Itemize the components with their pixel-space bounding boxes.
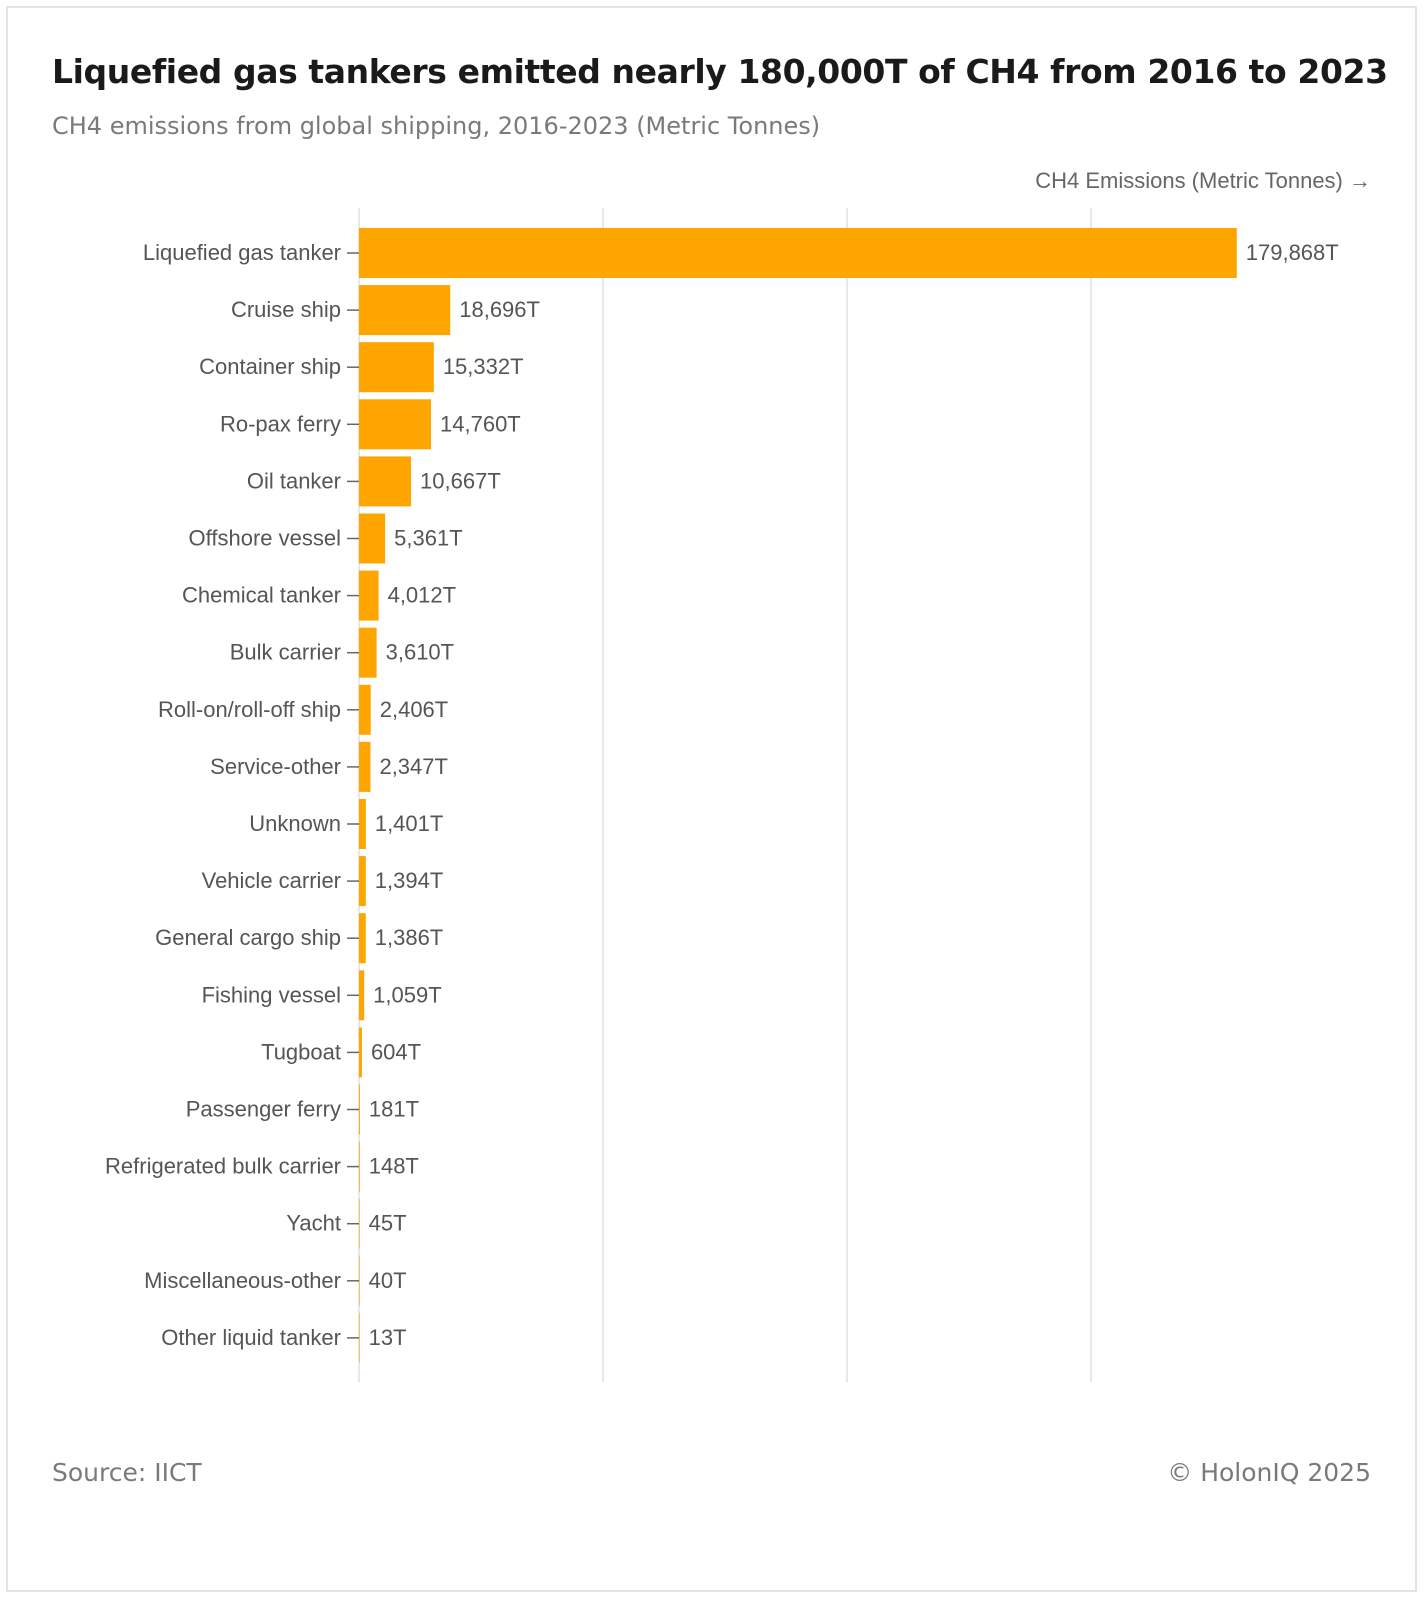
bar (359, 913, 366, 964)
y-tick-label: Ro-pax ferry (220, 411, 341, 436)
bar (359, 513, 386, 564)
y-tick-label: Fishing vessel (202, 982, 341, 1007)
bar (359, 741, 371, 792)
y-tick-label: Service-other (210, 754, 341, 779)
y-tick-label: Offshore vessel (189, 526, 341, 551)
chart-subtitle: CH4 emissions from global shipping, 2016… (52, 112, 821, 140)
data-label: 181T (369, 1097, 419, 1122)
source-note: Source: IICT (52, 1458, 202, 1487)
bar (359, 1084, 360, 1135)
data-label: 14,760T (440, 411, 521, 436)
bar (359, 1312, 360, 1363)
y-tick-label: Unknown (249, 811, 341, 836)
data-label: 1,386T (375, 925, 444, 950)
bar (359, 1141, 360, 1192)
data-label: 148T (369, 1154, 419, 1179)
bar (359, 399, 432, 450)
data-label: 18,696T (459, 297, 540, 322)
y-tick-label: Tugboat (261, 1039, 341, 1064)
y-tick-label: Passenger ferry (186, 1097, 341, 1122)
y-tick-label: General cargo ship (155, 925, 341, 950)
bar (359, 856, 366, 907)
chart-title: Liquefied gas tankers emitted nearly 180… (52, 52, 1388, 91)
y-tick-label: Cruise ship (231, 297, 341, 322)
bar (359, 970, 365, 1021)
y-tick-label: Yacht (286, 1211, 341, 1236)
data-label: 1,059T (373, 982, 442, 1007)
bar (359, 570, 379, 621)
y-tick-label: Vehicle carrier (202, 868, 341, 893)
y-tick-label: Oil tanker (247, 468, 341, 493)
y-tick-label: Roll-on/roll-off ship (158, 697, 341, 722)
bar (359, 1027, 362, 1078)
copyright-note: © HolonIQ 2025 (1167, 1458, 1371, 1487)
bar (359, 285, 451, 336)
y-tick-label: Container ship (199, 354, 341, 379)
data-label: 604T (371, 1039, 421, 1064)
bar (359, 627, 377, 678)
x-axis-label: CH4 Emissions (Metric Tonnes) → (1035, 168, 1371, 193)
y-tick-label: Liquefied gas tanker (143, 240, 341, 265)
data-label: 4,012T (388, 583, 457, 608)
bar (359, 228, 1237, 278)
data-label: 40T (369, 1268, 407, 1293)
data-label: 1,401T (375, 811, 444, 836)
y-tick-label: Chemical tanker (182, 583, 341, 608)
data-label: 2,406T (380, 697, 449, 722)
data-label: 10,667T (420, 468, 501, 493)
bar (359, 684, 371, 735)
bar (359, 1198, 360, 1249)
data-label: 5,361T (394, 526, 463, 551)
data-label: 3,610T (386, 640, 455, 665)
y-tick-label: Refrigerated bulk carrier (105, 1154, 341, 1179)
bar (359, 1255, 360, 1306)
bar (359, 456, 412, 507)
data-label: 179,868T (1246, 240, 1339, 265)
data-label: 15,332T (443, 354, 524, 379)
bar (359, 342, 434, 393)
y-tick-label: Miscellaneous-other (144, 1268, 341, 1293)
bar (359, 799, 366, 849)
data-label: 2,347T (379, 754, 448, 779)
data-label: 45T (369, 1211, 407, 1236)
data-label: 13T (369, 1325, 407, 1350)
y-tick-label: Other liquid tanker (161, 1325, 341, 1350)
y-tick-label: Bulk carrier (230, 640, 341, 665)
data-label: 1,394T (375, 868, 444, 893)
